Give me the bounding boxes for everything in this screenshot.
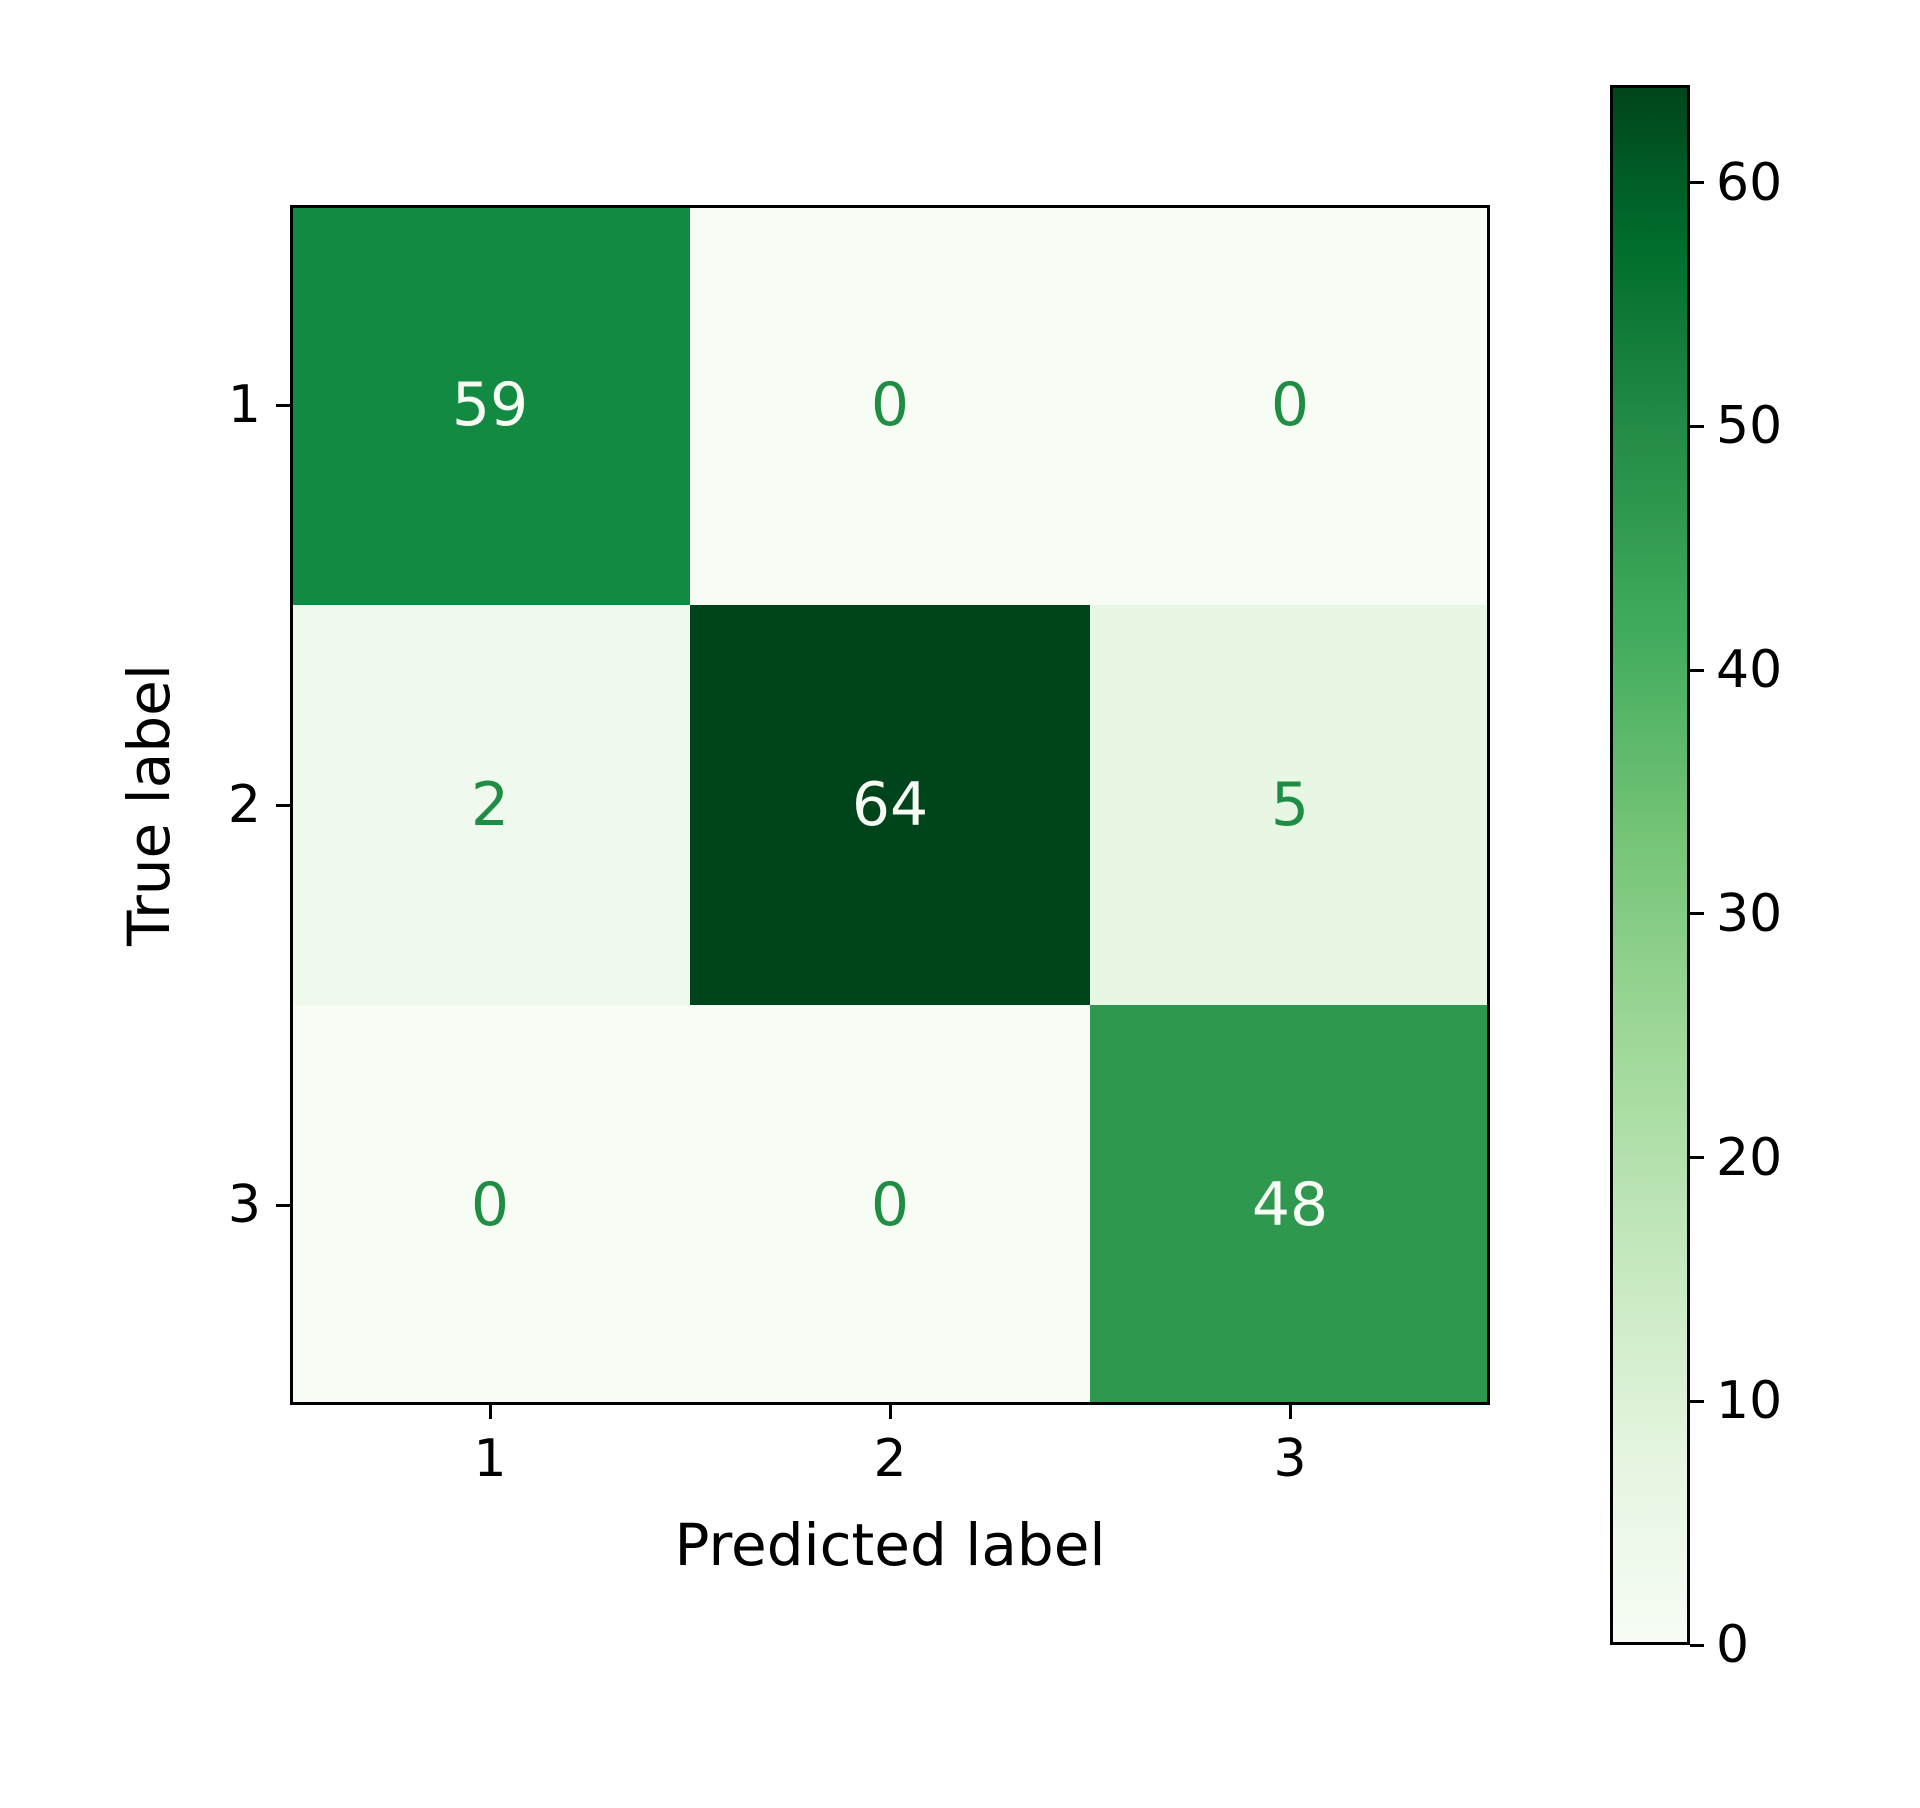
colorbar-tick	[1690, 181, 1704, 184]
y-tick-label: 1	[228, 375, 261, 435]
colorbar-tick-label: 0	[1716, 1615, 1749, 1675]
y-tick	[276, 404, 290, 407]
cell-value: 0	[471, 1170, 509, 1240]
heatmap-cell: 0	[690, 1005, 1090, 1405]
colorbar-border	[1610, 85, 1690, 1645]
heatmap-cell: 0	[1090, 205, 1490, 605]
cell-value: 2	[471, 770, 509, 840]
cell-value: 0	[871, 370, 909, 440]
y-axis-label: True label	[115, 664, 183, 946]
x-tick	[489, 1405, 492, 1419]
heatmap-cell: 2	[290, 605, 690, 1005]
cell-value: 64	[852, 770, 928, 840]
cell-value: 0	[1271, 370, 1309, 440]
x-tick	[889, 1405, 892, 1419]
x-tick-label: 3	[1273, 1429, 1306, 1489]
confusion-matrix-chart: 590026450048 123 Predicted label 123 Tru…	[0, 0, 1920, 1808]
colorbar-tick	[1690, 1156, 1704, 1159]
colorbar-tick	[1690, 669, 1704, 672]
cell-value: 48	[1252, 1170, 1328, 1240]
heatmap-cell: 5	[1090, 605, 1490, 1005]
cell-value: 5	[1271, 770, 1309, 840]
x-axis-label: Predicted label	[675, 1511, 1106, 1579]
colorbar-tick-label: 10	[1716, 1371, 1782, 1431]
colorbar-tick-label: 60	[1716, 153, 1782, 213]
y-tick-label: 2	[228, 775, 261, 835]
colorbar-tick	[1690, 1644, 1704, 1647]
colorbar-tick-label: 40	[1716, 640, 1782, 700]
heatmap-cell: 64	[690, 605, 1090, 1005]
heatmap-grid: 59 0 0 2 64 5 0 0 48	[290, 205, 1490, 1405]
x-tick	[1289, 1405, 1292, 1419]
y-tick-label: 3	[228, 1175, 261, 1235]
heatmap-cell: 48	[1090, 1005, 1490, 1405]
x-tick-label: 2	[873, 1429, 906, 1489]
y-tick	[276, 804, 290, 807]
colorbar-tick	[1690, 425, 1704, 428]
y-tick	[276, 1204, 290, 1207]
colorbar-tick	[1690, 912, 1704, 915]
heatmap-cell: 59	[290, 205, 690, 605]
colorbar	[1610, 85, 1690, 1645]
heatmap-cell: 0	[690, 205, 1090, 605]
colorbar-tick-label: 20	[1716, 1128, 1782, 1188]
colorbar-tick-label: 30	[1716, 884, 1782, 944]
colorbar-tick	[1690, 1400, 1704, 1403]
cell-value: 0	[871, 1170, 909, 1240]
cell-value: 59	[452, 370, 528, 440]
heatmap-cell: 0	[290, 1005, 690, 1405]
x-tick-label: 1	[473, 1429, 506, 1489]
colorbar-tick-label: 50	[1716, 396, 1782, 456]
